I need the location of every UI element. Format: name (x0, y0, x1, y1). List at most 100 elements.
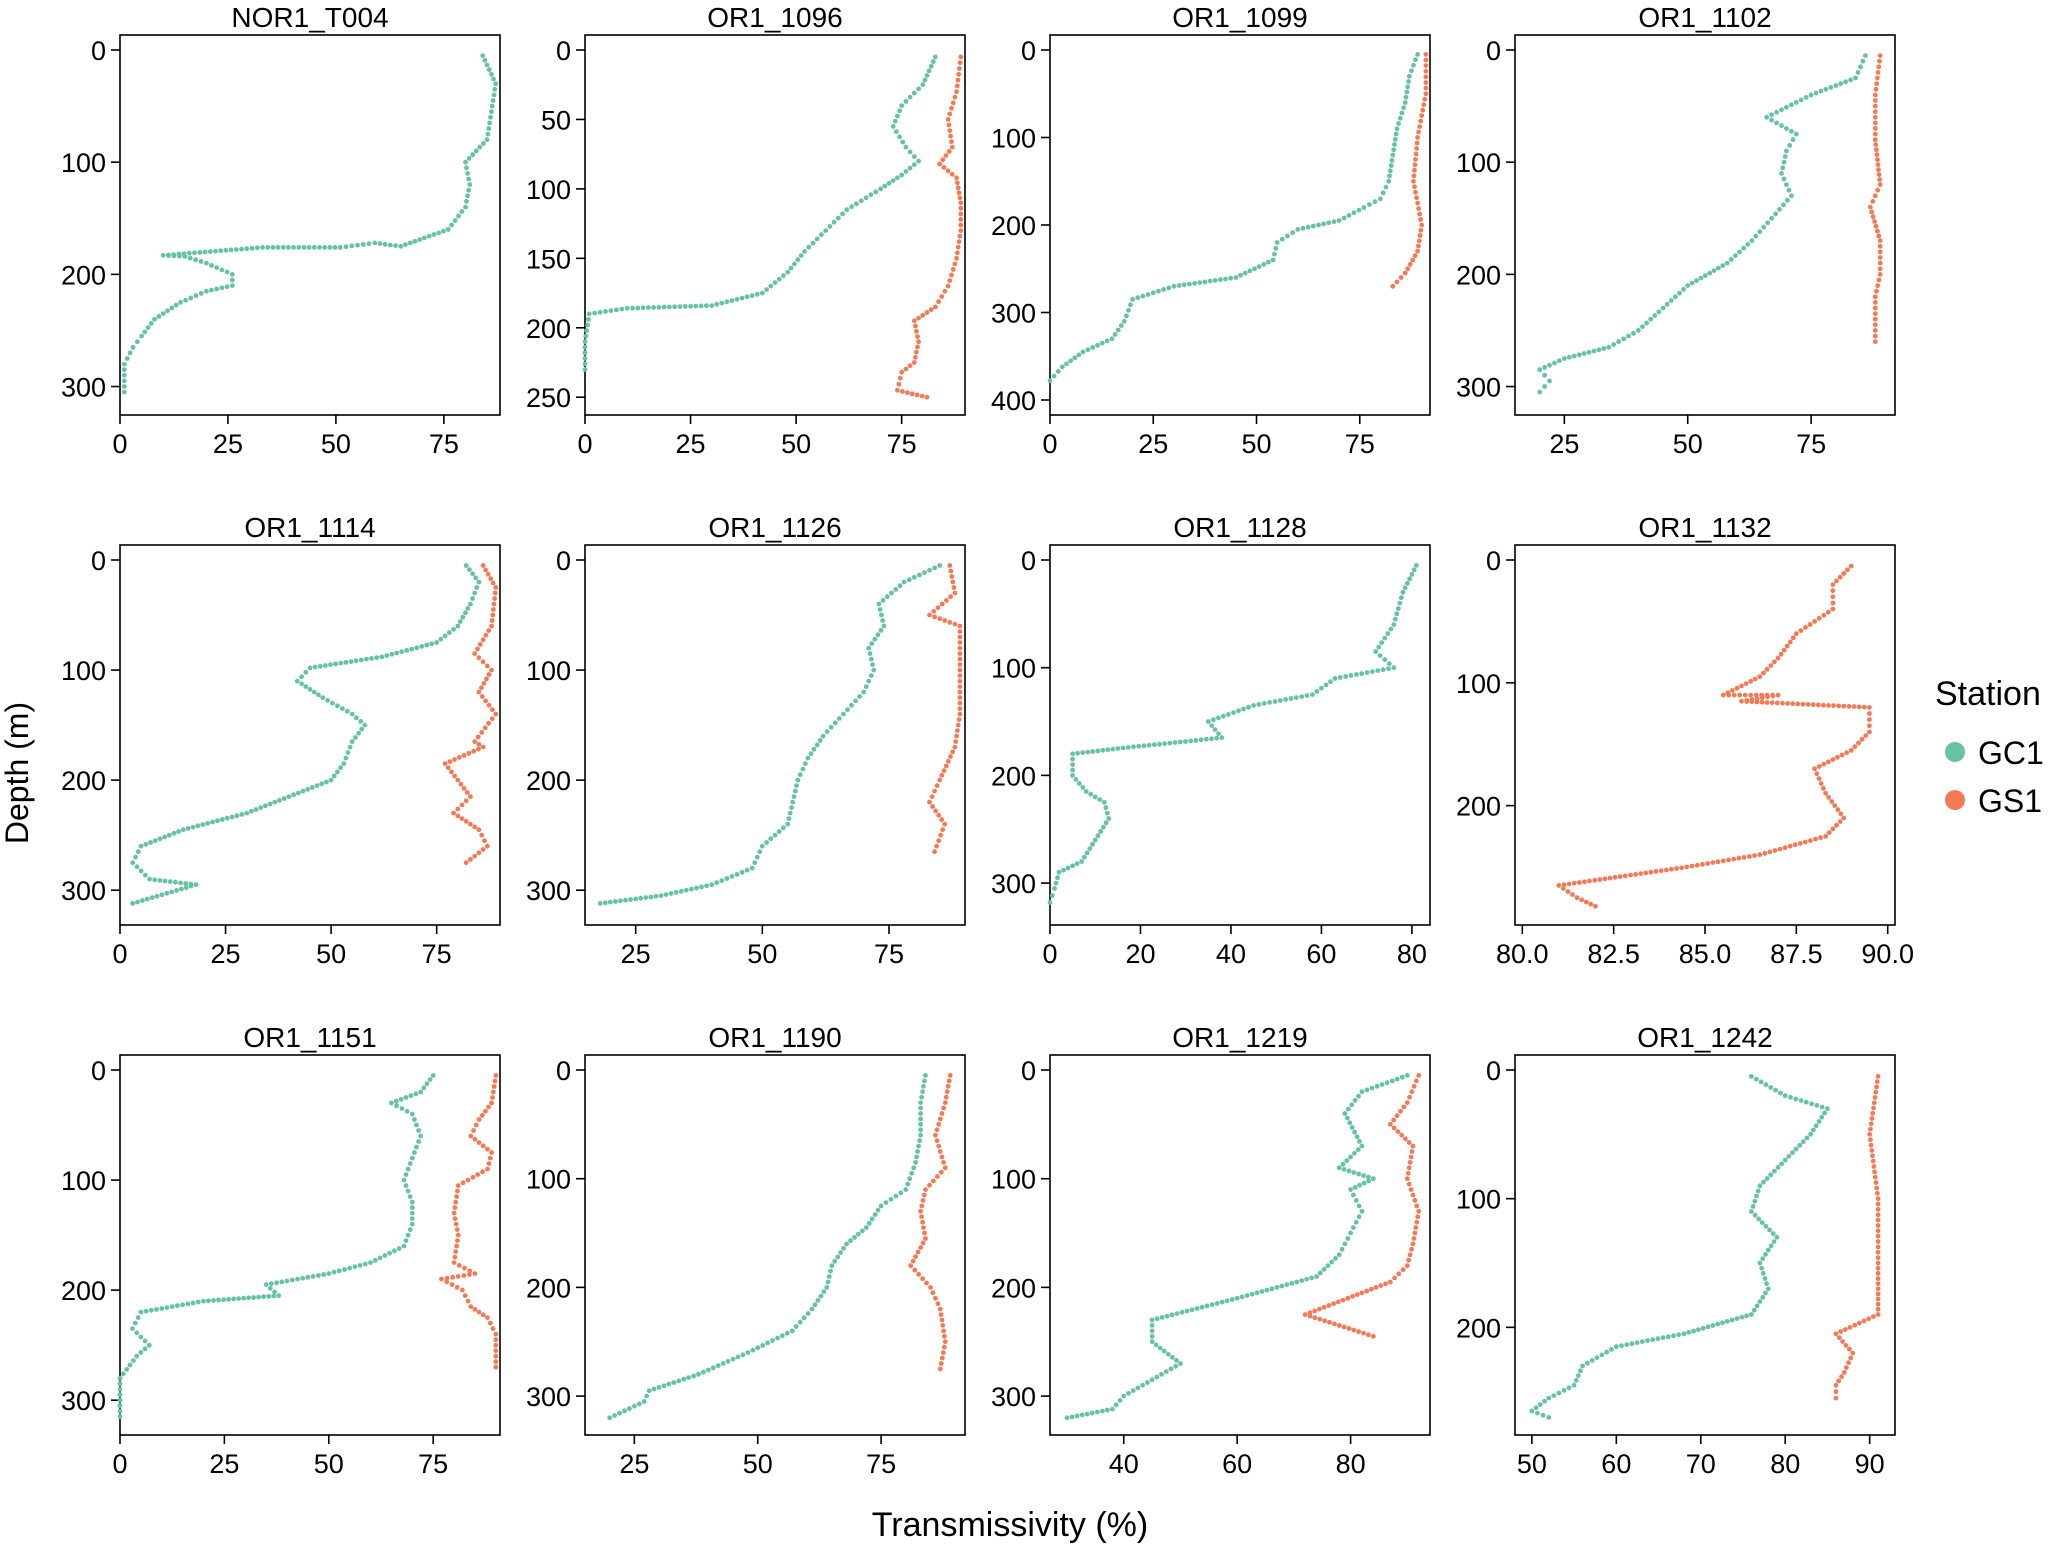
data-point (907, 165, 913, 171)
data-point (1573, 1378, 1579, 1383)
data-point (770, 1338, 775, 1343)
data-point (1867, 717, 1872, 722)
data-point (160, 252, 166, 258)
data-point (1803, 625, 1808, 630)
data-point (453, 1199, 459, 1205)
data-point (893, 1193, 899, 1199)
data-point (1279, 1283, 1285, 1289)
data-point (1189, 1307, 1195, 1313)
data-point (404, 648, 410, 653)
data-point (1236, 708, 1241, 714)
data-point (720, 1361, 726, 1366)
data-point (1639, 1339, 1645, 1345)
data-point (892, 118, 898, 124)
data-point (882, 183, 888, 189)
data-point (1409, 1246, 1414, 1252)
data-point (749, 293, 755, 298)
data-point (1874, 1079, 1880, 1085)
data-point (1099, 1408, 1105, 1414)
data-point (491, 76, 496, 82)
panel-frame (1049, 1054, 1431, 1436)
data-point (1561, 882, 1567, 888)
data-point (947, 620, 953, 625)
data-point (476, 689, 482, 695)
data-point (880, 598, 886, 603)
data-point (152, 316, 157, 322)
data-point (1412, 1230, 1418, 1236)
data-point (1772, 1168, 1777, 1174)
data-point (797, 1319, 803, 1325)
data-point (1772, 848, 1778, 853)
data-point (915, 1249, 921, 1255)
data-point (1749, 238, 1755, 244)
data-point (861, 689, 867, 695)
x-tick-label: 25 (1138, 429, 1168, 459)
series-gs1 (908, 1073, 953, 1372)
data-point (1707, 270, 1713, 276)
data-point (701, 1369, 706, 1375)
data-point (148, 1307, 154, 1313)
panel-title: OR1_1102 (1638, 2, 1771, 33)
data-point (1157, 1345, 1163, 1351)
data-point (393, 1098, 399, 1104)
data-point (1757, 1183, 1763, 1189)
data-point (459, 802, 465, 808)
data-point (878, 1203, 884, 1209)
data-point (1090, 749, 1096, 754)
data-point (1104, 338, 1110, 344)
data-point (117, 1397, 123, 1403)
data-point (449, 769, 454, 775)
data-point (455, 623, 461, 629)
data-point (1130, 1388, 1136, 1394)
data-point (957, 673, 963, 678)
data-point (1711, 268, 1717, 273)
data-point (1578, 1368, 1583, 1374)
data-point (1410, 257, 1416, 263)
data-point (1361, 1330, 1366, 1336)
data-point (1800, 1139, 1806, 1145)
data-point (159, 1306, 165, 1311)
data-point (219, 285, 225, 291)
data-point (1724, 260, 1730, 266)
data-point (1566, 354, 1572, 360)
data-point (1875, 1312, 1881, 1317)
data-point (1413, 57, 1418, 63)
data-point (866, 678, 872, 684)
data-point (482, 838, 487, 844)
data-point (206, 1298, 211, 1304)
data-point (1194, 1306, 1200, 1311)
data-point (1229, 1297, 1235, 1302)
data-point (1844, 750, 1849, 756)
data-point (1870, 1158, 1876, 1164)
data-point (1834, 578, 1839, 584)
data-point (1420, 107, 1426, 113)
data-point (1135, 295, 1141, 301)
data-point (355, 242, 360, 248)
data-point (374, 655, 380, 660)
data-point (1359, 1208, 1365, 1214)
data-point (614, 307, 619, 313)
data-point (607, 1415, 613, 1421)
data-point (1542, 365, 1547, 370)
data-point (389, 651, 395, 657)
data-point (1756, 1216, 1762, 1222)
data-point (1601, 346, 1607, 351)
data-point (1830, 600, 1836, 606)
data-point (1765, 1247, 1771, 1253)
data-point (942, 1339, 948, 1345)
data-point (1068, 358, 1074, 364)
data-point (1168, 1366, 1174, 1372)
data-point (333, 661, 338, 667)
data-point (1546, 1415, 1552, 1420)
data-point (1402, 100, 1408, 105)
y-tick-label: 0 (91, 1056, 106, 1086)
y-tick-label: 0 (1021, 1056, 1036, 1086)
data-point (1660, 305, 1666, 311)
data-point (768, 836, 774, 842)
data-point (776, 276, 782, 282)
data-point (166, 832, 172, 838)
data-point (306, 245, 312, 250)
data-point (1761, 224, 1767, 230)
data-point (656, 304, 662, 310)
data-point (1867, 204, 1873, 210)
